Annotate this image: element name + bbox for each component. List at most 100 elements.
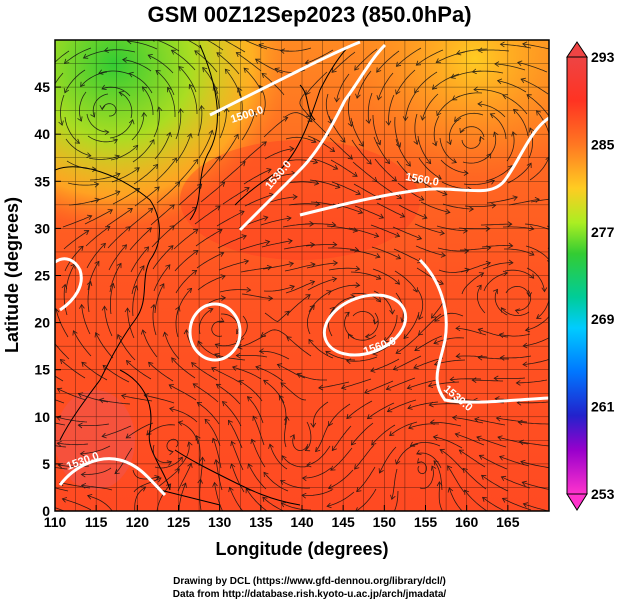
streamline-arrow (132, 144, 139, 151)
streamline (175, 108, 182, 140)
x-tick-label: 110 (44, 514, 67, 530)
streamline (132, 285, 138, 317)
streamline-arrow (526, 292, 533, 298)
streamline-arrow (335, 183, 341, 189)
streamline (414, 71, 438, 94)
streamline (392, 226, 422, 240)
streamline-arrow (447, 487, 454, 493)
streamline (55, 343, 70, 360)
streamline (479, 455, 508, 470)
streamline-arrow (192, 383, 198, 389)
streamline-arrow (276, 363, 283, 369)
streamline (264, 148, 294, 160)
streamline-arrow (224, 68, 230, 74)
streamline-arrow (305, 89, 311, 96)
streamline-arrow (439, 230, 445, 236)
streamline-arrow (308, 338, 314, 345)
streamline (87, 261, 100, 291)
streamline-arrow (433, 460, 439, 466)
streamline-arrow (347, 154, 353, 160)
streamline-arrow (141, 86, 148, 92)
streamline (259, 350, 290, 360)
streamline-arrow (500, 307, 506, 313)
streamline-arrow (436, 174, 442, 180)
streamline-arrow (258, 348, 264, 354)
streamline (379, 446, 397, 474)
streamline (525, 245, 549, 261)
streamline (330, 296, 355, 315)
streamline (372, 268, 400, 285)
streamline-arrow (455, 353, 461, 359)
streamline (522, 481, 549, 490)
streamline (330, 447, 353, 471)
streamline (167, 87, 176, 117)
streamline (286, 159, 318, 164)
streamline (255, 58, 284, 74)
streamline (78, 393, 109, 403)
streamline (496, 417, 528, 423)
streamline (486, 196, 518, 204)
streamline (355, 488, 377, 511)
streamline-arrow (194, 50, 200, 56)
streamline (438, 481, 443, 511)
streamline (81, 467, 112, 475)
streamline-arrow (561, 269, 566, 274)
streamline-arrow (280, 479, 286, 485)
streamline-arrow (440, 252, 446, 258)
streamline-arrow (101, 305, 108, 311)
streamline-arrow (407, 404, 413, 410)
streamline-arrow (501, 497, 508, 503)
streamline (218, 260, 249, 271)
streamline (365, 312, 379, 338)
streamline (326, 225, 358, 232)
x-axis-label: Longitude (degrees) (215, 539, 388, 559)
streamline (155, 70, 175, 96)
colorbar-label: 277 (591, 224, 615, 240)
streamline (417, 135, 432, 164)
streamline (56, 416, 88, 423)
streamline-arrow (86, 152, 92, 158)
streamline-arrow (94, 181, 100, 188)
streamline (128, 207, 153, 229)
streamline-arrow (115, 190, 121, 196)
streamline (280, 480, 311, 489)
streamline (152, 304, 157, 336)
streamline (222, 401, 242, 427)
y-tick-label: 40 (34, 126, 50, 142)
streamline-arrow (498, 332, 505, 338)
streamline (328, 115, 346, 143)
streamline (304, 223, 336, 226)
streamline-arrow (330, 465, 336, 471)
streamline (194, 50, 218, 73)
streamline-arrow (233, 133, 239, 140)
streamline-arrow (47, 95, 52, 100)
streamline-arrow (243, 259, 250, 265)
streamline (92, 93, 109, 118)
streamline-arrow (101, 432, 107, 439)
streamline (231, 463, 245, 493)
streamline (328, 267, 360, 271)
streamline-arrow (147, 207, 154, 213)
streamline-arrow (354, 246, 360, 253)
streamline-arrow (261, 141, 267, 147)
streamline (57, 388, 87, 401)
streamline-arrow (306, 461, 312, 468)
streamline-arrow (139, 265, 145, 271)
streamline (224, 68, 241, 97)
streamline-arrow (211, 367, 217, 372)
streamline (395, 69, 416, 95)
streamline-arrow (212, 85, 218, 91)
streamline-arrow (327, 484, 334, 490)
streamline (371, 424, 396, 446)
streamline-arrow (235, 352, 241, 359)
streamline-arrow (246, 396, 253, 402)
streamline-arrow (61, 283, 68, 290)
streamline (503, 226, 534, 230)
streamline-arrow (378, 530, 383, 534)
streamline-arrow (495, 415, 501, 422)
streamline (55, 422, 66, 426)
streamline (260, 217, 292, 226)
streamline-arrow (480, 474, 487, 480)
wind-streamlines (47, 40, 566, 534)
streamline (374, 158, 397, 182)
